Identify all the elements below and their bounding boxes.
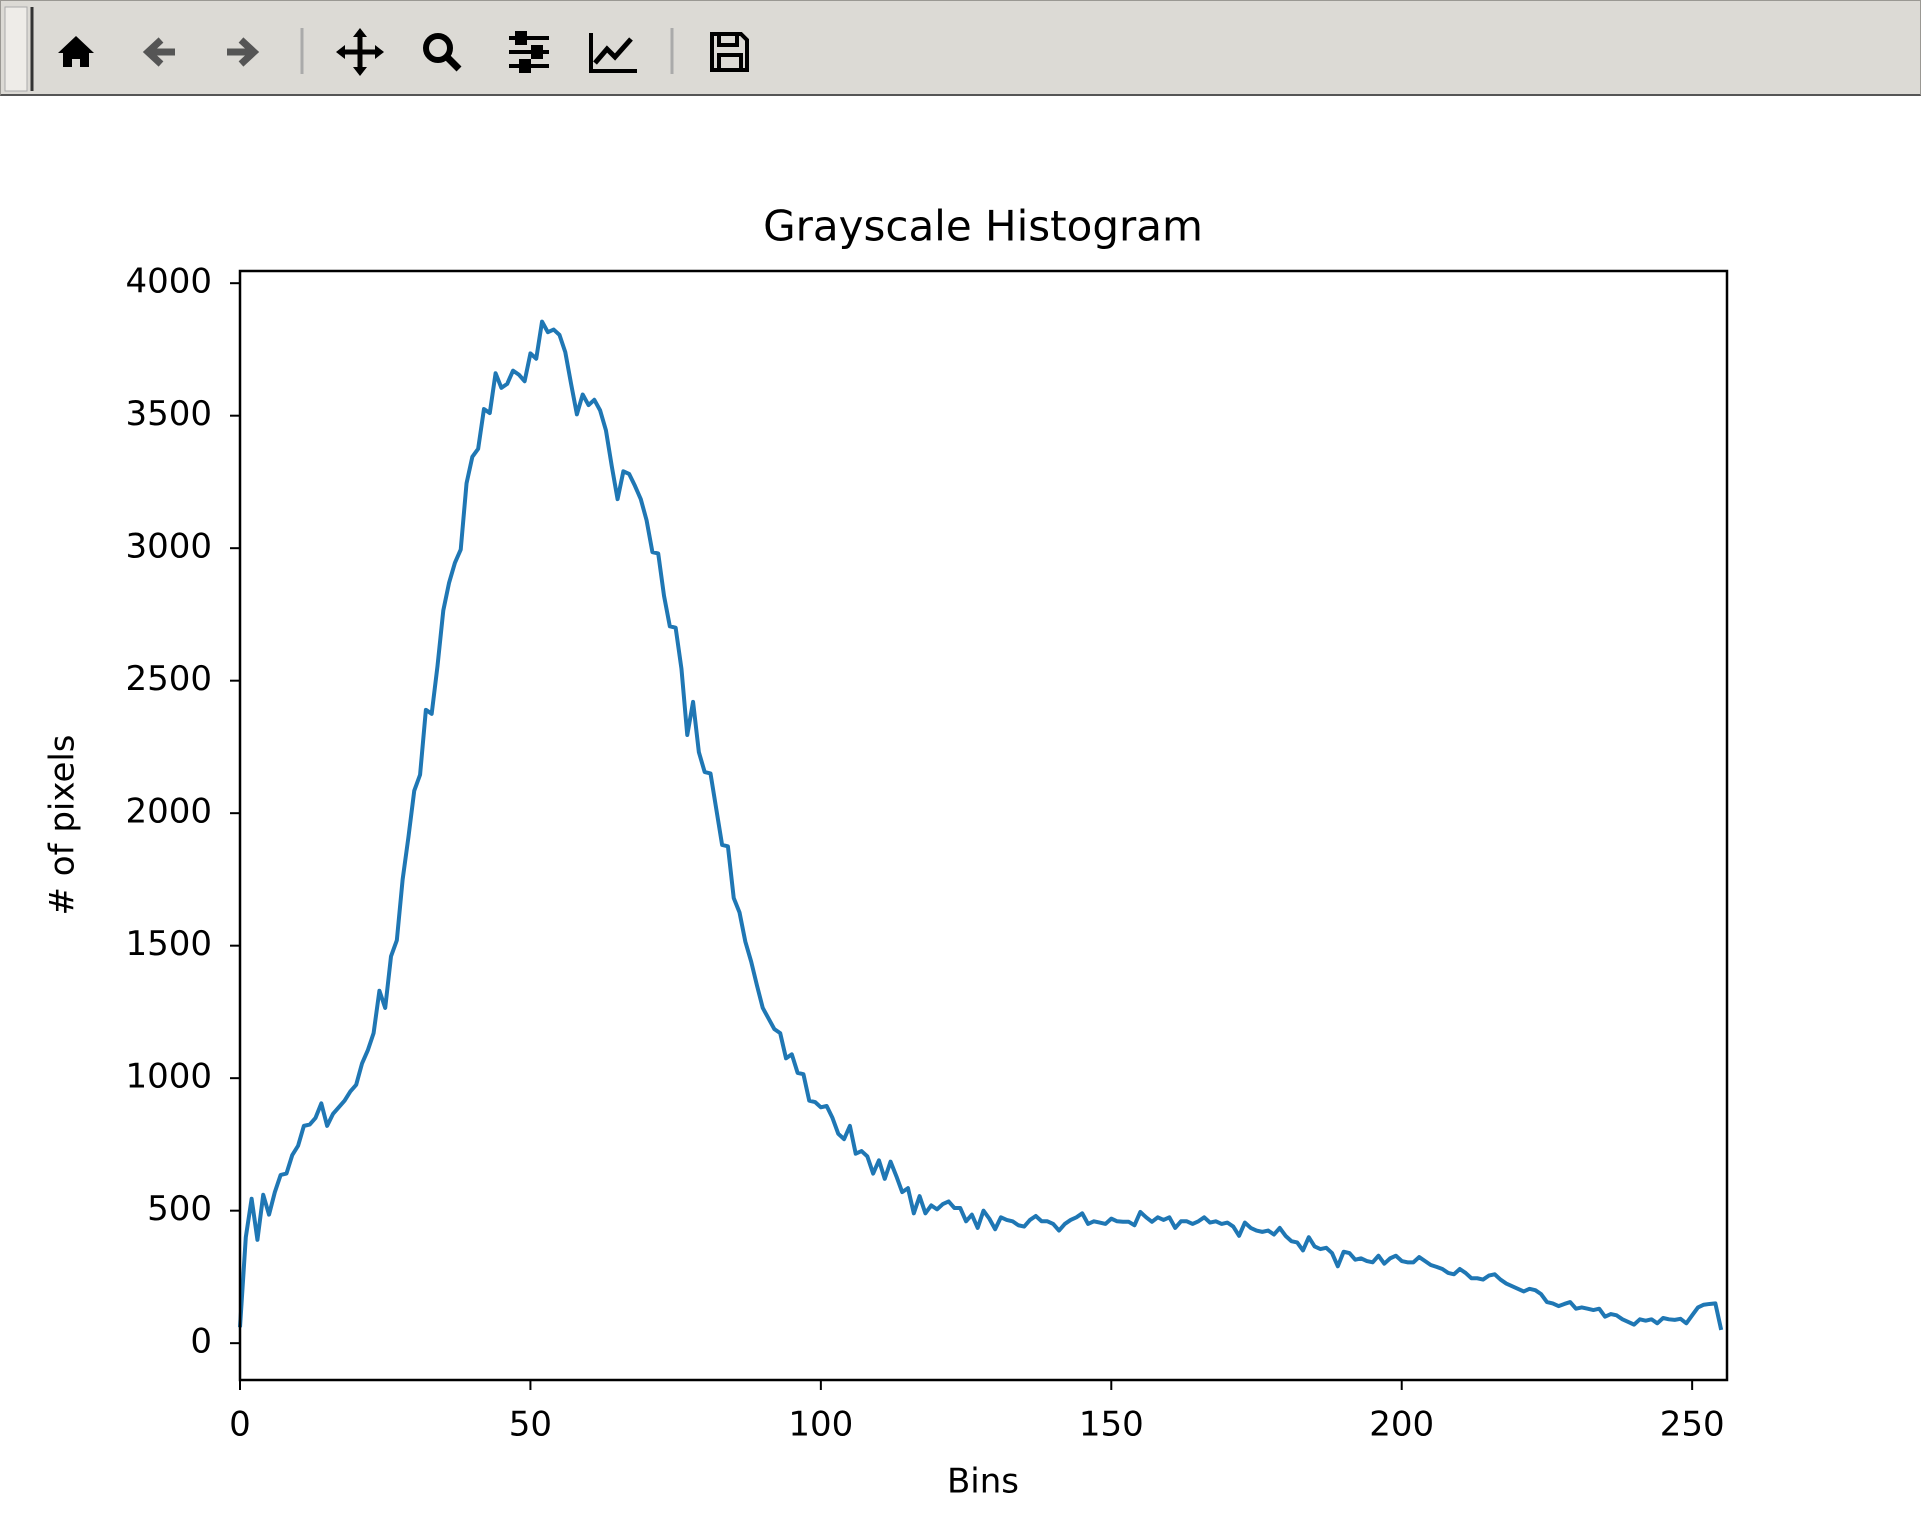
toolbar	[0, 0, 1921, 96]
configure-button[interactable]	[509, 31, 549, 73]
toolbar-icons	[4, 6, 749, 92]
grip	[4, 6, 28, 92]
edit-axis-button[interactable]	[589, 33, 637, 73]
y-tick-label: 2000	[125, 792, 212, 832]
y-tick-label: 2500	[125, 659, 212, 699]
x-tick-label: 200	[1369, 1405, 1434, 1445]
save-button[interactable]	[710, 32, 749, 72]
y-tick-label: 3500	[125, 394, 212, 434]
y-tick-label: 500	[147, 1189, 212, 1229]
chart-title: Grayscale Histogram	[763, 202, 1203, 251]
x-tick-label: 250	[1660, 1405, 1725, 1445]
pan-button[interactable]	[336, 28, 384, 76]
data-line	[238, 319, 1724, 1331]
x-axis-label: Bins	[947, 1462, 1019, 1502]
x-tick-label: 0	[229, 1405, 251, 1445]
y-tick-label: 1500	[125, 924, 212, 964]
plot-frame	[238, 269, 1729, 1382]
x-tick-label: 150	[1079, 1405, 1144, 1445]
y-tick-label: 4000	[125, 262, 212, 302]
y-axis-label: # of pixels	[43, 734, 83, 915]
y-tick-label: 1000	[125, 1057, 212, 1097]
forward-button[interactable]	[227, 37, 260, 67]
x-tick-label: 50	[509, 1405, 552, 1445]
figure-background	[0, 96, 1921, 1534]
x-tick-label: 100	[788, 1405, 853, 1445]
zoom-button[interactable]	[423, 33, 462, 72]
y-tick-label: 3000	[125, 527, 212, 567]
y-tick-label: 0	[190, 1322, 212, 1362]
home-button[interactable]	[58, 36, 94, 67]
back-button[interactable]	[142, 37, 175, 67]
